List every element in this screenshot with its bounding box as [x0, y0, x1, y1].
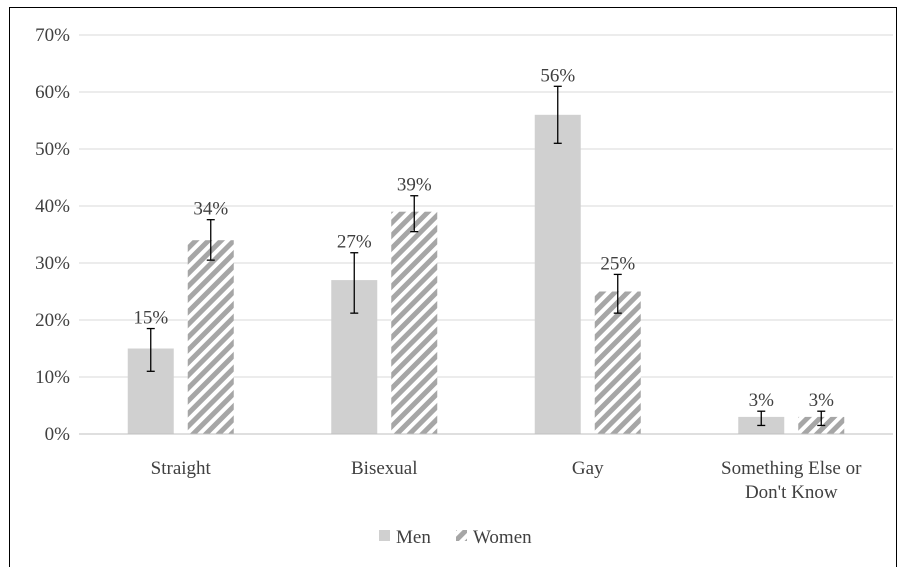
data-label: 27%: [337, 232, 372, 253]
legend-label-women: Women: [473, 527, 532, 548]
y-axis: 0% 10% 20% 30% 40% 50% 60% 70%: [35, 25, 70, 445]
x-tick-label: Don't Know: [745, 482, 838, 503]
data-label: 39%: [397, 175, 432, 196]
data-labels: 15% 34% 27% 39% 56% 25% 3% 3%: [133, 65, 834, 411]
y-tick-label: 50%: [35, 139, 70, 160]
y-tick-label: 30%: [35, 253, 70, 274]
y-tick-label: 70%: [35, 25, 70, 46]
error-bars: [146, 85, 826, 427]
y-tick-label: 60%: [35, 82, 70, 103]
chart-frame: [9, 7, 897, 567]
legend-label-men: Men: [396, 527, 431, 548]
y-tick-label: 20%: [35, 310, 70, 331]
x-tick-label: Gay: [572, 458, 604, 479]
data-label: 15%: [133, 308, 168, 329]
y-tick-label: 10%: [35, 367, 70, 388]
bar-women: [594, 291, 641, 434]
legend-swatch-men: [379, 530, 390, 541]
data-label: 3%: [809, 390, 835, 411]
data-label: 3%: [749, 390, 775, 411]
data-label: 34%: [193, 199, 228, 220]
legend-swatch-women: [456, 530, 467, 541]
x-tick-label: Straight: [151, 458, 212, 479]
x-tick-label: Bisexual: [351, 458, 418, 479]
data-label: 56%: [540, 65, 575, 86]
y-tick-label: 40%: [35, 196, 70, 217]
bars: [127, 114, 845, 435]
x-axis: Straight Bisexual Gay Something Else or Don'…: [79, 433, 893, 503]
bar-women: [187, 240, 234, 434]
bar-men: [534, 114, 581, 435]
bar-women: [391, 211, 438, 434]
legend: Men Women: [379, 527, 532, 548]
x-tick-label: Something Else or: [721, 458, 862, 479]
y-tick-label: 0%: [45, 424, 71, 445]
data-label: 25%: [600, 253, 635, 274]
